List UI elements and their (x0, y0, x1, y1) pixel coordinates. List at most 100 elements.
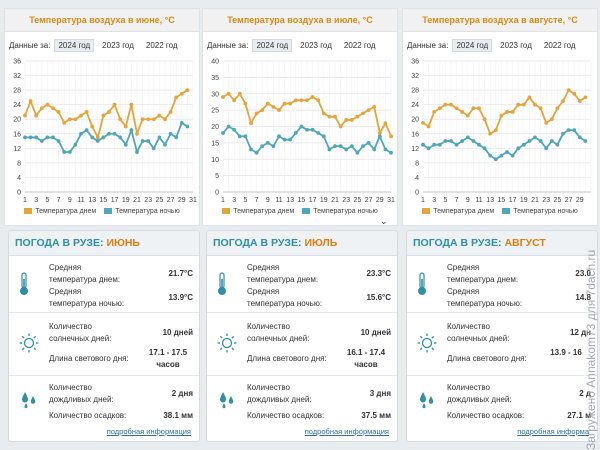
avg-day-value: 21.7°C (168, 269, 193, 278)
sunny-days-label: Количество солнечных дней: (49, 322, 112, 343)
night-point (232, 127, 237, 132)
night-point (516, 146, 521, 151)
x-tick-label: 7 (455, 197, 459, 204)
chevron-down-icon[interactable]: ⌄ (380, 216, 388, 226)
night-point (293, 131, 298, 135)
night-point (163, 142, 167, 147)
night-point (157, 135, 162, 140)
night-point (566, 128, 571, 133)
day-point (95, 135, 100, 140)
legend-day[interactable]: Температура днем (422, 208, 494, 215)
temp-section: Средняя температура днем: 23.3°C Средняя … (207, 256, 397, 313)
x-tick-label: 9 (466, 197, 470, 204)
x-tick-label: 19 (520, 197, 528, 204)
y-tick-label: 4 (17, 175, 21, 182)
details-link[interactable]: подробная информация (106, 427, 191, 436)
avg-night-label: Средняя температура ночью: (447, 287, 523, 308)
night-point (140, 139, 145, 143)
year-2024-button[interactable]: 2024 год (252, 38, 293, 52)
x-tick-label: 11 (77, 197, 84, 204)
year-2023-button[interactable]: 2023 год (102, 40, 134, 50)
night-point (151, 146, 156, 151)
night-point (51, 135, 55, 140)
night-point (477, 142, 481, 147)
legend-night[interactable]: Температура ночью (302, 208, 378, 215)
night-point (23, 135, 27, 140)
day-point (443, 102, 448, 107)
day-point (383, 121, 388, 126)
day-point (67, 117, 72, 122)
night-point (421, 142, 425, 147)
avg-day-value: 23.0 (575, 269, 591, 278)
x-tick-label: 21 (133, 197, 141, 204)
day-point (577, 99, 582, 103)
year-2024-button[interactable]: 2024 год (452, 38, 493, 52)
year-2023-button[interactable]: 2023 год (500, 40, 532, 50)
day-point (521, 102, 526, 107)
night-point (254, 150, 259, 155)
chart-card: Температура воздуха в августе, °C Данные… (402, 8, 598, 226)
night-point (90, 135, 95, 140)
y-tick-label: 12 (411, 146, 419, 153)
avg-day-label: Средняя температура днем: (49, 263, 121, 284)
x-tick-label: 3 (432, 197, 436, 204)
info-card: ПОГОДА В РУЗЕ: АВГУСТ Средняя температур… (406, 230, 598, 442)
year-2022-button[interactable]: 2022 год (543, 40, 576, 50)
series-night-line (25, 121, 188, 155)
day-point (349, 118, 354, 122)
x-tick-label: 19 (320, 197, 328, 204)
night-point (344, 147, 349, 152)
info-heading-month: ИЮНЬ (106, 237, 140, 249)
year-label: Данные за: (207, 40, 249, 50)
legend-day-label: Температура днем (233, 208, 295, 215)
day-point (555, 106, 560, 111)
legend-day[interactable]: Температура днем (24, 208, 96, 215)
y-tick-label: 0 (215, 190, 219, 197)
day-point (361, 111, 365, 116)
x-tick-label: 25 (554, 197, 562, 204)
y-tick-label: 32 (411, 73, 419, 80)
avg-day-value: 23.3°C (366, 269, 391, 278)
rain-section: Количество дождливых дней: 3 дня Количест… (207, 376, 397, 428)
year-2024-button[interactable]: 2024 год (54, 38, 95, 52)
night-point (73, 142, 78, 147)
thermometer-icon (218, 272, 226, 295)
day-point (454, 106, 459, 111)
night-point (62, 150, 67, 154)
panel-august: Температура воздуха в августе, °C Данные… (402, 0, 598, 450)
night-point (583, 139, 588, 143)
legend-day[interactable]: Температура днем (222, 208, 294, 215)
night-point (67, 150, 72, 154)
avg-night-value: 14.8 (575, 293, 591, 302)
y-tick-label: 36 (411, 59, 419, 66)
x-tick-label: 19 (122, 197, 130, 204)
year-2022-button[interactable]: 2022 год (343, 40, 376, 50)
day-point (157, 113, 162, 118)
x-tick-label: 29 (576, 197, 584, 204)
legend-night[interactable]: Температура ночью (502, 208, 578, 215)
chart-title: Температура воздуха в августе, °C (403, 9, 597, 32)
details-link[interactable]: подробная информа (517, 427, 589, 436)
night-point (221, 131, 225, 135)
x-tick-label: 17 (111, 197, 119, 204)
night-point (482, 146, 487, 151)
rainy-days-label: Количество дождливых дней: (49, 383, 114, 404)
sun-section: Количество солнечных дней: 10 дней Длина … (207, 313, 397, 376)
night-point (39, 139, 44, 143)
x-tick-label: 21 (331, 197, 339, 204)
year-2023-button[interactable]: 2023 год (300, 40, 332, 50)
details-link[interactable]: подробная информация (304, 427, 389, 436)
x-tick-label: 17 (509, 197, 517, 204)
night-point (527, 139, 532, 143)
day-point (305, 98, 309, 103)
legend-night-label: Температура ночью (115, 208, 180, 215)
x-tick-label: 31 (387, 197, 395, 204)
daylight-label: Длина светового дня: (49, 354, 129, 363)
night-point (465, 135, 470, 140)
year-2022-button[interactable]: 2022 год (145, 40, 178, 50)
x-tick-label: 27 (167, 197, 175, 204)
day-point (338, 124, 343, 129)
y-tick-label: 36 (13, 59, 21, 66)
legend-night[interactable]: Температура ночью (104, 208, 180, 215)
